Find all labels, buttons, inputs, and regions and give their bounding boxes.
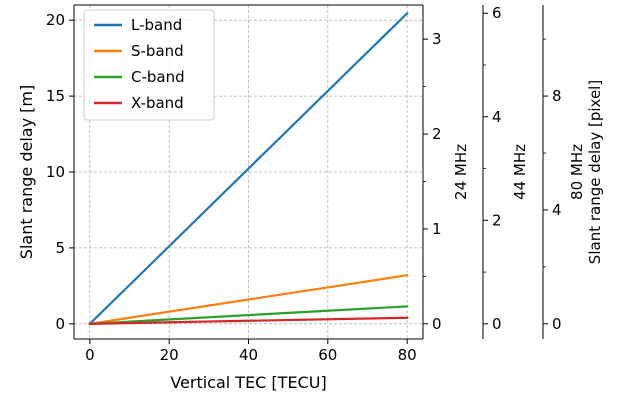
x-tick-label: 20 xyxy=(160,346,179,364)
axis-labels: Vertical TEC [TECU] Slant range delay [m… xyxy=(17,85,327,392)
y-tick-label: 5 xyxy=(55,239,65,257)
legend-box xyxy=(83,9,215,121)
secondary-axis-label-line: 44 MHz xyxy=(511,144,529,200)
series-line-l-band xyxy=(88,11,409,326)
legend-label-l-band: L-band xyxy=(131,16,182,34)
secondary-tick-label: 4 xyxy=(492,108,502,126)
legend-label-x-band: X-band xyxy=(131,94,184,112)
series-line-x-band xyxy=(88,316,409,325)
secondary-tick-label: 0 xyxy=(492,315,502,333)
secondary-tick-label: 2 xyxy=(432,125,442,143)
secondary-tick-label: 4 xyxy=(552,201,562,219)
x-tick-label: 80 xyxy=(398,346,417,364)
secondary-axis-label: 24 MHz xyxy=(452,144,470,200)
y-tick-label: 20 xyxy=(46,11,65,29)
secondary-tick-label: 0 xyxy=(432,315,442,333)
secondary-tick-label: 0 xyxy=(552,315,562,333)
secondary-axes: 0 1 2 3 24 MHz 0 2 4 6 44 MHz 0 4 8 80 MHzSlant range… xyxy=(423,4,604,339)
axes: 0 20 40 60 80 0 5 10 15 20 xyxy=(46,4,424,364)
series-line-c-band xyxy=(88,305,409,325)
secondary-axis-label: 80 MHzSlant range delay [pixel] xyxy=(568,80,604,264)
secondary-tick-label: 6 xyxy=(492,4,502,22)
series-line-s-band xyxy=(88,273,409,326)
secondary-tick-label: 8 xyxy=(552,87,562,105)
series-lines xyxy=(88,11,409,326)
secondary-axis-label-line: 24 MHz xyxy=(452,144,470,200)
legend: L-band S-band C-band X-band xyxy=(83,9,215,121)
secondary-axis-label-line: Slant range delay [pixel] xyxy=(586,80,604,264)
x-tick-label: 40 xyxy=(239,346,258,364)
legend-label-c-band: C-band xyxy=(131,68,185,86)
y-tick-label: 15 xyxy=(46,87,65,105)
x-axis-label: Vertical TEC [TECU] xyxy=(170,373,326,392)
y-tick-label: 0 xyxy=(55,315,65,333)
x-tick-label: 0 xyxy=(85,346,95,364)
secondary-axis-label: 44 MHz xyxy=(511,144,529,200)
x-tick-label: 60 xyxy=(318,346,337,364)
secondary-tick-label: 1 xyxy=(432,220,442,238)
legend-label-s-band: S-band xyxy=(131,42,184,60)
secondary-tick-label: 3 xyxy=(432,30,442,48)
secondary-axis-label-line: 80 MHz xyxy=(568,144,586,200)
y-axis-label: Slant range delay [m] xyxy=(17,85,36,259)
y-tick-label: 10 xyxy=(46,163,65,181)
secondary-tick-label: 2 xyxy=(492,211,502,229)
